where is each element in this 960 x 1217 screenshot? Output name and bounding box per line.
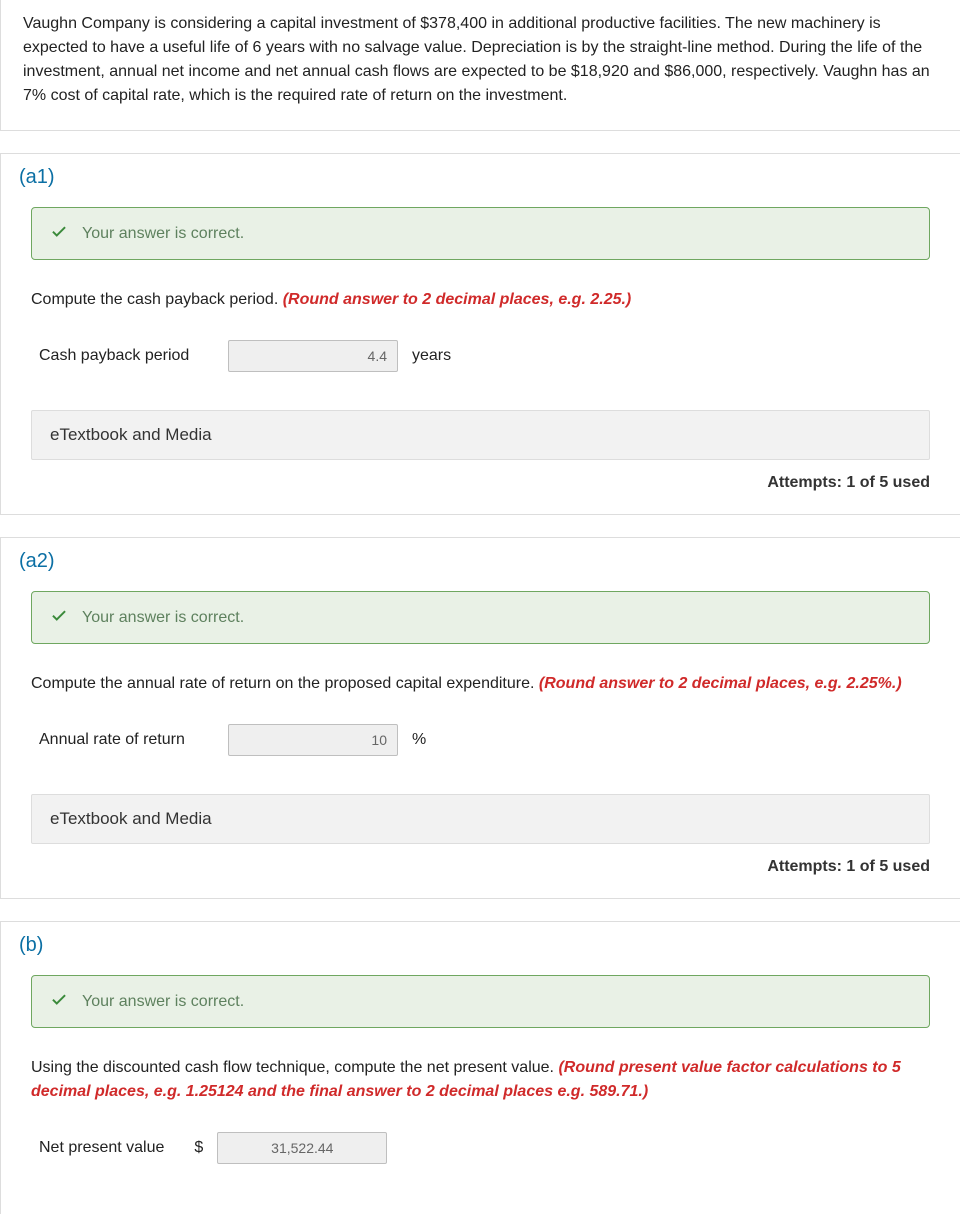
prompt-a1: Compute the cash payback period. (Round … (31, 288, 930, 312)
correct-message: Your answer is correct. (82, 609, 244, 627)
unit-years: years (412, 347, 451, 365)
section-a2: (a2) Your answer is correct. Compute the… (0, 537, 960, 899)
prompt-hint: (Round answer to 2 decimal places, e.g. … (539, 675, 902, 692)
rate-return-input[interactable] (228, 724, 398, 756)
section-a1: (a1) Your answer is correct. Compute the… (0, 153, 960, 515)
section-b-label: (b) (1, 922, 960, 957)
prompt-text: Compute the annual rate of return on the… (31, 675, 539, 692)
correct-banner-a1: Your answer is correct. (31, 207, 930, 260)
correct-message: Your answer is correct. (82, 993, 244, 1011)
unit-percent: % (412, 731, 426, 749)
check-icon (50, 222, 68, 245)
check-icon (50, 990, 68, 1013)
payback-input[interactable] (228, 340, 398, 372)
answer-label-b: Net present value (39, 1139, 164, 1157)
problem-statement: Vaughn Company is considering a capital … (0, 0, 960, 131)
prompt-b: Using the discounted cash flow technique… (31, 1056, 930, 1104)
section-b: (b) Your answer is correct. Using the di… (0, 921, 960, 1214)
correct-message: Your answer is correct. (82, 225, 244, 243)
prompt-text: Using the discounted cash flow technique… (31, 1059, 558, 1076)
answer-label-a2: Annual rate of return (39, 731, 214, 749)
check-icon (50, 606, 68, 629)
section-a2-label: (a2) (1, 538, 960, 573)
prompt-text: Compute the cash payback period. (31, 291, 283, 308)
correct-banner-a2: Your answer is correct. (31, 591, 930, 644)
correct-banner-b: Your answer is correct. (31, 975, 930, 1028)
etextbook-link-a1[interactable]: eTextbook and Media (31, 410, 930, 460)
prompt-a2: Compute the annual rate of return on the… (31, 672, 930, 696)
currency-symbol: $ (194, 1139, 203, 1157)
attempts-a2: Attempts: 1 of 5 used (31, 858, 930, 886)
etextbook-link-a2[interactable]: eTextbook and Media (31, 794, 930, 844)
section-a1-label: (a1) (1, 154, 960, 189)
attempts-a1: Attempts: 1 of 5 used (31, 474, 930, 502)
prompt-hint: (Round answer to 2 decimal places, e.g. … (283, 291, 632, 308)
answer-label-a1: Cash payback period (39, 347, 214, 365)
npv-input[interactable] (217, 1132, 387, 1164)
